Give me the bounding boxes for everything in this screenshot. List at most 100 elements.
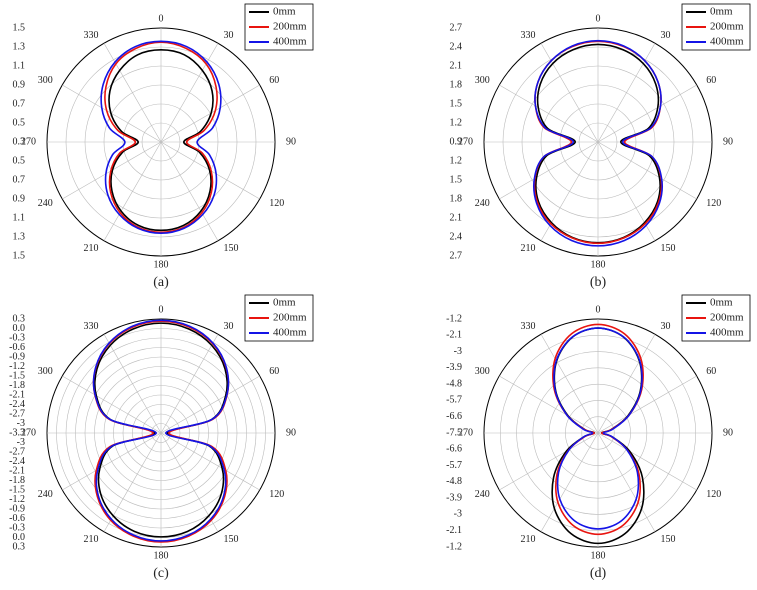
grid-spoke — [597, 432, 656, 532]
theta-tick-label: 0 — [159, 13, 164, 24]
grid-spoke — [597, 432, 697, 491]
theta-tick-label: 0 — [596, 13, 601, 24]
series-curve — [92, 319, 230, 542]
panel-label: (c) — [153, 566, 169, 581]
r-tick-label: 2.7 — [450, 250, 463, 261]
r-tick-label: -0.9 — [9, 503, 25, 514]
grid-spoke — [499, 375, 599, 434]
r-tick-label: 1.2 — [450, 117, 463, 128]
r-tick-label: 1.5 — [13, 22, 26, 33]
theta-tick-label: 210 — [84, 534, 99, 545]
r-tick-label: 1.1 — [13, 60, 26, 71]
grid-spoke — [597, 84, 697, 143]
r-tick-label: 2.7 — [450, 22, 463, 33]
grid-spoke — [62, 432, 162, 491]
r-tick-label: -0.3 — [9, 522, 25, 533]
theta-tick-label: 120 — [269, 198, 284, 209]
r-tick-label: -1.5 — [9, 370, 25, 381]
r-tick-label: -1.2 — [446, 541, 462, 552]
r-tick-label: 0.9 — [13, 79, 26, 90]
grid-spoke — [62, 375, 162, 434]
legend-label: 400mm — [273, 36, 307, 48]
r-tick-label: 0.3 — [13, 313, 26, 324]
series-curve — [94, 322, 228, 538]
theta-tick-label: 30 — [224, 30, 234, 41]
grid-spoke — [597, 334, 656, 434]
r-tick-label: -6.6 — [446, 411, 462, 422]
r-tick-label: -3 — [454, 346, 462, 357]
theta-tick-label: 30 — [224, 321, 234, 332]
r-tick-label: -1.5 — [9, 484, 25, 495]
r-tick-label: 0.7 — [13, 174, 26, 185]
r-tick-label: 0.0 — [13, 532, 26, 543]
legend-label: 0mm — [710, 297, 733, 309]
panel-label: (a) — [153, 275, 169, 290]
theta-tick-label: 240 — [38, 198, 53, 209]
theta-tick-label: 210 — [521, 534, 536, 545]
r-tick-label: -1.8 — [9, 380, 25, 391]
legend-label: 400mm — [273, 327, 307, 339]
r-tick-label: 0.3 — [13, 136, 26, 147]
r-tick-label: 2.1 — [450, 212, 463, 223]
r-tick-label: -2.1 — [446, 525, 462, 536]
theta-tick-label: 300 — [475, 75, 490, 86]
theta-tick-label: 240 — [38, 489, 53, 500]
theta-tick-label: 270 — [21, 136, 36, 147]
theta-tick-label: 180 — [591, 550, 606, 561]
r-tick-label: 0.5 — [13, 155, 26, 166]
grid-spoke — [597, 43, 656, 143]
theta-tick-label: 210 — [521, 243, 536, 254]
theta-tick-label: 60 — [269, 366, 279, 377]
panel-label: (b) — [590, 275, 607, 290]
legend-label: 200mm — [273, 312, 307, 324]
r-tick-label: 1.8 — [450, 193, 463, 204]
r-tick-label: -3.9 — [446, 492, 462, 503]
theta-tick-label: 330 — [84, 30, 99, 41]
r-tick-label: 2.4 — [450, 231, 463, 242]
theta-tick-label: 270 — [21, 427, 36, 438]
theta-tick-label: 120 — [706, 489, 721, 500]
r-tick-label: -3 — [17, 437, 25, 448]
polar-chart: -3.3-3-3-2.7-2.7-2.4-2.4-2.1-2.1-1.8-1.8… — [9, 294, 314, 581]
theta-tick-label: 120 — [269, 489, 284, 500]
r-tick-label: -2.4 — [9, 399, 25, 410]
legend-label: 0mm — [273, 6, 296, 18]
theta-tick-label: 210 — [84, 243, 99, 254]
theta-tick-label: 270 — [458, 427, 473, 438]
r-tick-label: 1.3 — [13, 41, 26, 52]
grid-spoke — [103, 43, 162, 143]
grid-spoke — [540, 334, 599, 434]
r-tick-label: 0.9 — [450, 136, 463, 147]
grid-spoke — [499, 84, 599, 143]
theta-tick-label: 60 — [269, 75, 279, 86]
legend-label: 200mm — [273, 21, 307, 33]
theta-tick-label: 300 — [38, 75, 53, 86]
legend-label: 0mm — [273, 297, 296, 309]
r-tick-label: 0.5 — [13, 117, 26, 128]
r-tick-label: -2.1 — [446, 330, 462, 341]
grid-spoke — [499, 141, 599, 200]
theta-tick-label: 240 — [475, 489, 490, 500]
r-tick-label: 0.7 — [13, 98, 26, 109]
theta-tick-label: 330 — [521, 30, 536, 41]
r-tick-label: -1.8 — [9, 475, 25, 486]
grid-spoke — [499, 432, 599, 491]
grid-spoke — [103, 432, 162, 532]
legend-label: 400mm — [710, 327, 744, 339]
r-tick-label: 2.1 — [450, 60, 463, 71]
r-tick-label: -5.7 — [446, 460, 462, 471]
r-tick-label: 0.9 — [13, 193, 26, 204]
r-tick-label: -4.8 — [446, 378, 462, 389]
polar-chart: 0.3 0.5 0.5 0.7 0.7 0.9 0.9 1.1 1.1 1.3 1.3 1.5 1.5 0… — [13, 3, 314, 290]
theta-tick-label: 120 — [706, 198, 721, 209]
theta-tick-label: 300 — [475, 366, 490, 377]
grid-spoke — [160, 432, 219, 532]
grid-spoke — [160, 432, 260, 491]
r-tick-label: -1.2 — [9, 494, 25, 505]
theta-tick-label: 60 — [706, 366, 716, 377]
r-tick-label: -2.1 — [9, 465, 25, 476]
r-tick-label: -5.7 — [446, 395, 462, 406]
theta-tick-label: 300 — [38, 366, 53, 377]
r-tick-label: 2.4 — [450, 41, 463, 52]
